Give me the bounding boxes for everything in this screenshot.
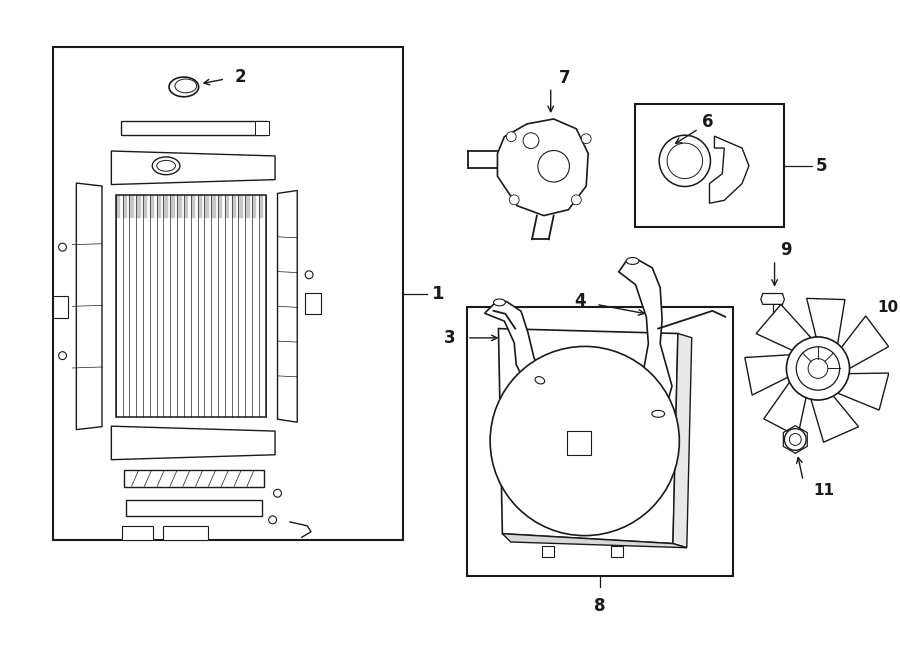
Text: 7: 7 [559, 69, 571, 87]
Text: 9: 9 [780, 241, 792, 259]
Text: 6: 6 [702, 113, 713, 131]
Polygon shape [838, 373, 889, 410]
Ellipse shape [169, 77, 199, 97]
Bar [543, 545, 554, 557]
Bar [126, 500, 262, 516]
Circle shape [572, 195, 581, 205]
Bar [53, 47, 403, 540]
Circle shape [305, 271, 313, 279]
Polygon shape [756, 305, 811, 350]
Bar [122, 525, 153, 539]
Circle shape [659, 136, 710, 186]
Bar [567, 431, 590, 455]
Ellipse shape [536, 377, 544, 384]
Bar [116, 196, 266, 417]
Polygon shape [112, 151, 275, 184]
Polygon shape [760, 293, 785, 304]
Text: 5: 5 [816, 157, 827, 175]
Ellipse shape [491, 346, 680, 535]
Circle shape [507, 132, 517, 141]
Circle shape [785, 428, 806, 450]
Polygon shape [121, 122, 266, 136]
Text: 3: 3 [444, 329, 455, 347]
Text: 4: 4 [574, 292, 586, 311]
Circle shape [787, 337, 850, 400]
Polygon shape [76, 183, 102, 430]
Circle shape [523, 133, 539, 149]
Circle shape [796, 347, 840, 390]
Bar [467, 307, 734, 576]
Circle shape [274, 489, 282, 497]
Text: 10: 10 [878, 300, 898, 315]
Polygon shape [112, 426, 275, 459]
Bar [305, 293, 321, 314]
Bar [611, 545, 623, 557]
Polygon shape [764, 382, 806, 436]
Polygon shape [277, 190, 297, 422]
Polygon shape [745, 355, 789, 395]
Polygon shape [498, 119, 589, 215]
Polygon shape [842, 316, 888, 368]
Text: 8: 8 [594, 598, 606, 615]
Bar [255, 122, 269, 136]
Polygon shape [502, 533, 687, 548]
Ellipse shape [157, 161, 176, 171]
Polygon shape [811, 396, 859, 442]
Text: 11: 11 [813, 483, 834, 498]
Circle shape [269, 516, 276, 524]
Ellipse shape [493, 299, 505, 306]
Polygon shape [673, 334, 692, 548]
Polygon shape [709, 136, 749, 204]
Circle shape [581, 134, 591, 143]
Ellipse shape [652, 410, 664, 417]
Text: 1: 1 [432, 284, 445, 303]
Polygon shape [499, 329, 678, 543]
Circle shape [538, 151, 570, 182]
Ellipse shape [626, 258, 639, 264]
Ellipse shape [152, 157, 180, 175]
Polygon shape [619, 260, 672, 418]
Polygon shape [806, 298, 845, 344]
Bar [53, 297, 68, 318]
Circle shape [58, 243, 67, 251]
Bar [123, 469, 264, 487]
Circle shape [58, 352, 67, 360]
Polygon shape [484, 301, 544, 384]
Circle shape [509, 195, 519, 205]
Bar [634, 104, 785, 227]
Ellipse shape [175, 79, 197, 93]
Circle shape [808, 359, 828, 378]
Bar [163, 525, 208, 539]
Circle shape [667, 143, 703, 178]
Text: 2: 2 [235, 68, 247, 86]
Circle shape [789, 434, 801, 446]
